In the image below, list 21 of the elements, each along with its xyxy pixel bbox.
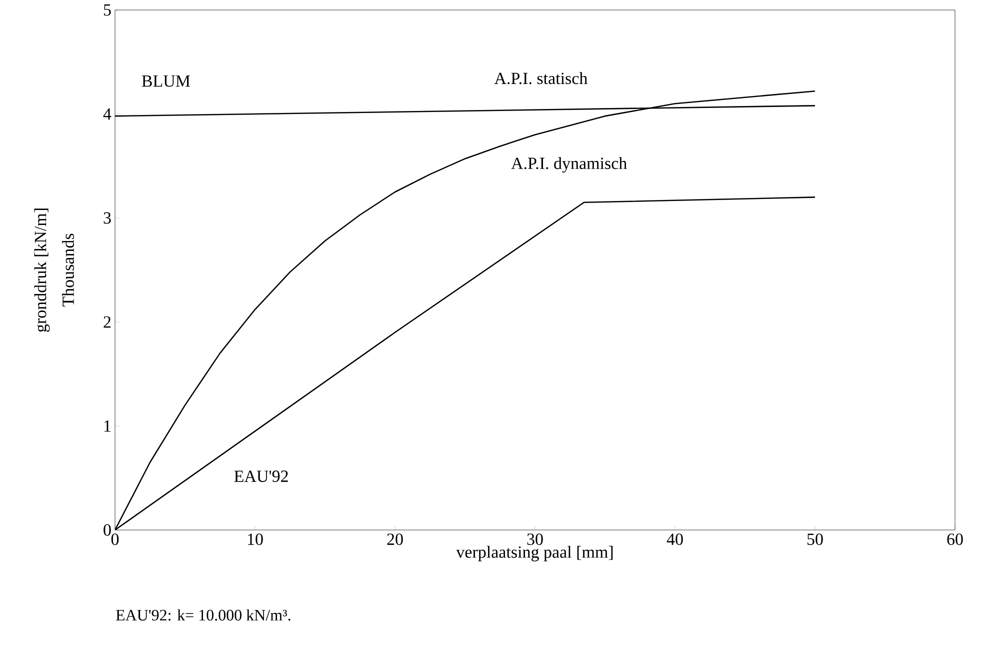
y-tick-label: 2 [104, 316, 111, 328]
text: Thousands [62, 234, 74, 307]
x-tick-label: 40 [666, 534, 683, 545]
annotation: EAU'92 [234, 470, 288, 482]
y-tick-label: 5 [104, 4, 111, 16]
x-tick-label: 10 [248, 534, 263, 545]
y-tick-label: 4 [103, 108, 112, 120]
x-tick-label: 20 [387, 534, 403, 545]
annotation: A.P.I. dynamisch [511, 157, 627, 173]
y-tick-label: 0 [104, 524, 111, 536]
annotation: A.P.I. statisch [494, 72, 588, 84]
y-axis-title: gronddruk [kN/m] [34, 208, 50, 332]
text: EAU'92: k= 10.000 kN/m³. [116, 609, 290, 621]
y-tick-label: 3 [104, 212, 111, 224]
x-tick-label: 30 [527, 534, 543, 545]
y-tick-label: 1 [104, 420, 110, 432]
x-tick-label: 0 [111, 534, 119, 545]
annotation: BLUM [142, 75, 190, 87]
x-axis-title: verplaatsing paal [mm] [456, 546, 613, 562]
x-tick-label: 60 [947, 534, 963, 545]
x-tick-label: 50 [807, 534, 823, 545]
